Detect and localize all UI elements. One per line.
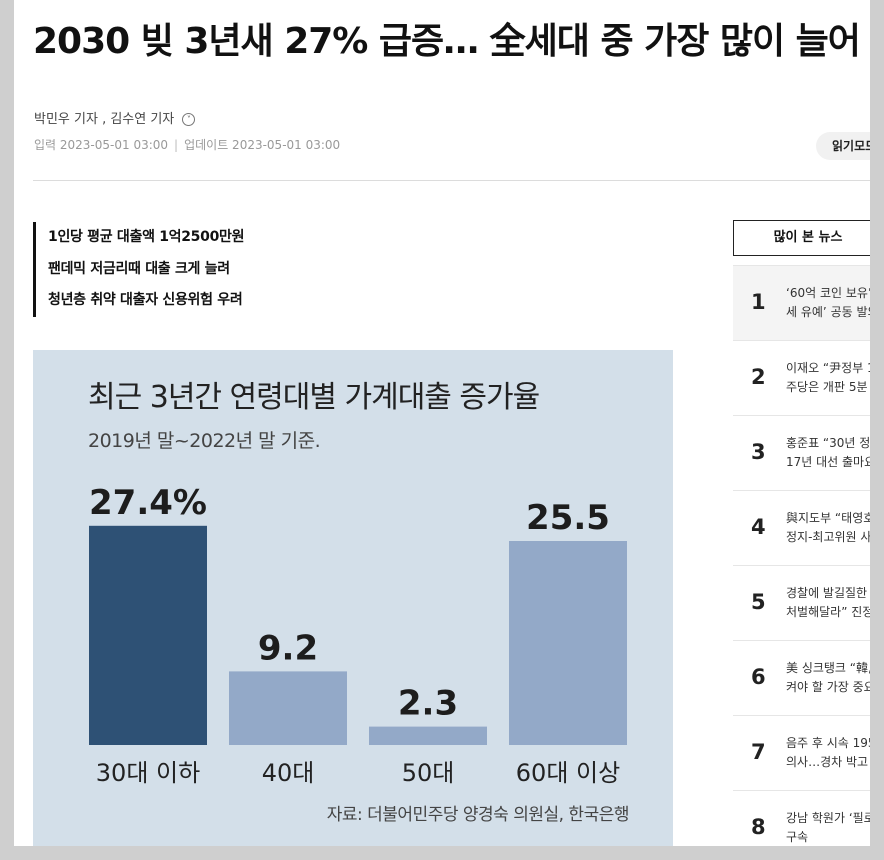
category-label: 60대 이상 bbox=[516, 759, 620, 787]
category-label: 40대 bbox=[262, 759, 315, 787]
article-summary: 1인당 평균 대출액 1억2500만원 팬데믹 저금리때 대출 크게 늘려 청년… bbox=[33, 222, 244, 317]
popular-news-item[interactable]: 7 음주 후 시속 195 의사…경차 박고 bbox=[733, 715, 870, 790]
popular-news-item[interactable]: 2 이재오 “尹정부 1 주당은 개판 5분 bbox=[733, 340, 870, 415]
popular-news-title-line: 주당은 개판 5분 bbox=[786, 380, 868, 394]
bar-chart: 27.4% 30대 이하 9.2 40대 2.3 50대 25.5 60대 이상 bbox=[89, 483, 627, 787]
chart-title: 최근 3년간 연령대별 가계대출 증가율 bbox=[88, 380, 540, 415]
bar-4 bbox=[509, 541, 627, 745]
popular-news-title[interactable]: 음주 후 시속 195 의사…경차 박고 bbox=[786, 734, 870, 772]
popular-news-title-line: 음주 후 시속 195 bbox=[786, 736, 870, 750]
popular-news-title-line: ‘60억 코인 보유’ bbox=[786, 286, 870, 300]
popular-news-title[interactable]: 이재오 “尹정부 1 주당은 개판 5분 bbox=[786, 359, 870, 397]
infographic: 최근 3년간 연령대별 가계대출 증가율 2019년 말~2022년 말 기준.… bbox=[33, 350, 673, 846]
popular-news-title-line: 구속 bbox=[786, 830, 809, 844]
popular-news-item[interactable]: 3 홍준표 “30년 정 17년 대선 출마요 bbox=[733, 415, 870, 490]
popular-news-title-line: 처벌해달라” 진정 bbox=[786, 605, 870, 619]
popular-news-rank: 6 bbox=[751, 665, 766, 689]
article-headline: 2030 빚 3년새 27% 급증… 全세대 중 가장 많이 늘어 bbox=[33, 21, 861, 62]
bar-value-label: 25.5 bbox=[526, 498, 610, 538]
popular-news-item[interactable]: 1 ‘60억 코인 보유’ 세 유예’ 공동 발의 bbox=[733, 265, 870, 340]
popular-news-title[interactable]: 홍준표 “30년 정 17년 대선 출마요 bbox=[786, 434, 870, 472]
popular-news-item[interactable]: 6 美 싱크탱크 “韓, 켜야 할 가장 중요 bbox=[733, 640, 870, 715]
date-separator: | bbox=[174, 138, 179, 152]
popular-news-title[interactable]: 美 싱크탱크 “韓, 켜야 할 가장 중요 bbox=[786, 659, 870, 697]
summary-line: 팬데믹 저금리때 대출 크게 늘려 bbox=[48, 260, 230, 277]
bar-value-label: 2.3 bbox=[398, 684, 458, 724]
chart-subtitle: 2019년 말~2022년 말 기준. bbox=[88, 430, 321, 452]
popular-news-title-line: 정지-최고위원 사 bbox=[786, 530, 870, 544]
popular-news-title-line: 홍준표 “30년 정 bbox=[786, 436, 870, 450]
category-label: 30대 이하 bbox=[96, 759, 200, 787]
popular-news-title-line: 의사…경차 박고 bbox=[786, 755, 869, 769]
header-divider bbox=[33, 180, 870, 181]
popular-news-title[interactable]: ‘60억 코인 보유’ 세 유예’ 공동 발의 bbox=[786, 284, 870, 322]
popular-news-title-line: 與지도부 “태영호 bbox=[786, 511, 870, 525]
popular-news-list: 1 ‘60억 코인 보유’ 세 유예’ 공동 발의 2 이재오 “尹정부 1 주당은 개판… bbox=[733, 265, 870, 846]
publish-dates: 입력 2023-05-01 03:00 | 업데이트 2023-05-01 03:0… bbox=[34, 136, 340, 153]
popular-news-rank: 1 bbox=[751, 290, 766, 314]
chart-source: 자료: 더불어민주당 양경숙 의원실, 한국은행 bbox=[326, 805, 630, 825]
byline: 박민우 기자 , 김수연 기자 ˅ bbox=[34, 108, 196, 127]
popular-news-rank: 4 bbox=[751, 515, 766, 539]
popular-news-title-line: 이재오 “尹정부 1 bbox=[786, 361, 870, 375]
popular-news-title-line: 美 싱크탱크 “韓, bbox=[786, 661, 870, 675]
update-date: 업데이트 2023-05-01 03:00 bbox=[184, 138, 341, 152]
bar-2 bbox=[229, 671, 347, 745]
popular-news-title-line: 경찰에 발길질한 bbox=[786, 586, 868, 600]
popular-news-rank: 8 bbox=[751, 815, 766, 839]
category-label: 50대 bbox=[402, 759, 455, 787]
input-date: 입력 2023-05-01 03:00 bbox=[34, 138, 169, 152]
read-mode-button[interactable]: 읽기모드 bbox=[816, 132, 870, 160]
chevron-down-icon[interactable]: ˅ bbox=[182, 113, 196, 126]
popular-news-title-line: 17년 대선 출마요 bbox=[786, 455, 870, 469]
popular-news-rank: 3 bbox=[751, 440, 766, 464]
bar-1 bbox=[89, 525, 207, 745]
popular-news-title-line: 켜야 할 가장 중요 bbox=[786, 680, 870, 694]
popular-news-title-line: 세 유예’ 공동 발의 bbox=[786, 305, 870, 319]
popular-news-header[interactable]: 많이 본 뉴스 bbox=[733, 220, 870, 256]
bar-value-label: 9.2 bbox=[258, 628, 318, 668]
article-page: 2030 빚 3년새 27% 급증… 全세대 중 가장 많이 늘어 박민우 기자… bbox=[14, 0, 870, 846]
popular-news-rank: 7 bbox=[751, 740, 766, 764]
popular-news-rank: 5 bbox=[751, 590, 766, 614]
popular-news-rank: 2 bbox=[751, 365, 766, 389]
bar-3 bbox=[369, 726, 487, 745]
reporter-names[interactable]: 박민우 기자 , 김수연 기자 bbox=[34, 112, 175, 127]
bar-value-label: 27.4% bbox=[89, 483, 207, 523]
summary-line: 1인당 평균 대출액 1억2500만원 bbox=[48, 229, 245, 245]
summary-line: 청년층 취약 대출자 신용위험 우려 bbox=[48, 292, 243, 308]
popular-news-title-line: 강남 학원가 ‘필로 bbox=[786, 811, 870, 825]
